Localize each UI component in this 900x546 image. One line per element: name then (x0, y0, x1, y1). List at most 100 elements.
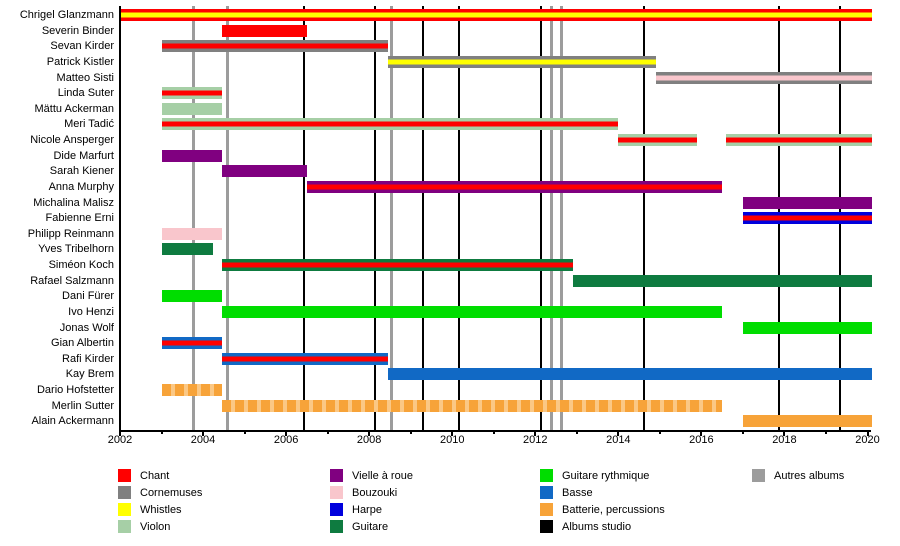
member-label: Chrigel Glanzmann (19, 9, 114, 21)
member-label: Siméon Koch (48, 259, 114, 272)
legend-label: Vielle à roue (352, 470, 413, 482)
axis-tick-label: 2002 (107, 434, 133, 446)
member-label: Dani Fürer (62, 290, 114, 303)
member-label: Dario Hofstetter (36, 384, 114, 397)
axis-tick (700, 432, 703, 436)
axis-tick (243, 432, 246, 434)
other-album-line (550, 6, 554, 430)
axis-tick (658, 432, 661, 434)
legend-label: Basse (562, 487, 593, 499)
violon-swatch-icon (118, 520, 131, 533)
legend-label: Guitare rythmique (562, 470, 650, 482)
axis-tick-label: 2006 (273, 434, 299, 446)
axis-tick (866, 432, 869, 436)
member-label: Kay Brem (65, 368, 114, 381)
member-label: Matteo Sisti (56, 71, 114, 84)
axis-tick (202, 432, 205, 436)
member-label: Anna Murphy (48, 180, 114, 193)
member-tenure-bar (161, 102, 222, 115)
member-tenure-bar (387, 55, 656, 68)
member-label: Fabienne Erni (45, 212, 115, 225)
basse-swatch-icon (540, 486, 553, 499)
member-tenure-bar (655, 71, 872, 84)
member-tenure-bar (221, 165, 307, 178)
albums-studio-swatch-icon (540, 520, 553, 533)
member-tenure-bar (161, 384, 222, 397)
axis-tick (160, 432, 163, 434)
member-label: Patrick Kistler (46, 55, 114, 68)
autres-albums-swatch-icon (752, 469, 765, 482)
member-tenure-bar (161, 118, 619, 131)
member-label: Linda Suter (57, 87, 114, 100)
batterie-swatch-icon (540, 503, 553, 516)
legend-label: Cornemuses (140, 487, 203, 499)
member-label: Dide Marfurt (53, 149, 114, 162)
member-tenure-bar (742, 321, 872, 334)
legend-label: Albums studio (562, 521, 632, 533)
axis-tick (575, 432, 578, 434)
legend-label: Violon (140, 521, 171, 533)
whistles-swatch-icon (118, 503, 131, 516)
axis-tick-label: 2010 (439, 434, 465, 446)
member-label: Rafi Kirder (62, 352, 114, 365)
legend-label: Chant (140, 470, 170, 482)
member-tenure-bar (161, 149, 222, 162)
member-label: Ivo Henzi (68, 305, 114, 318)
legend-label: Bouzouki (352, 487, 398, 499)
member-tenure-bar (572, 274, 872, 287)
axis-tick-label: 2020 (855, 434, 880, 446)
guitare-swatch-icon (330, 520, 343, 533)
studio-album-line (302, 6, 305, 430)
member-tenure-bar (618, 134, 698, 147)
studio-album-line (539, 6, 542, 430)
harpe-swatch-icon (330, 503, 343, 516)
member-label: Sarah Kiener (49, 165, 114, 178)
member-tenure-bar (742, 196, 872, 209)
member-tenure-bar (306, 180, 723, 193)
member-label: Alain Ackermann (31, 415, 114, 428)
member-tenure-bar (742, 212, 872, 225)
axis-tick-label: 2008 (356, 434, 382, 446)
axis-tick-label: 2016 (689, 434, 714, 446)
member-tenure-bar (221, 352, 388, 365)
studio-album-line (422, 6, 425, 430)
guitare-rythmique-swatch-icon (540, 469, 553, 482)
member-label: Yves Tribelhorn (38, 243, 114, 256)
legend-label: Guitare (352, 521, 389, 533)
member-label: Gian Albertin (51, 337, 114, 350)
member-label: Mättu Ackerman (34, 102, 114, 115)
member-tenure-bar (387, 368, 872, 381)
legend-label: Batterie, percussions (562, 504, 665, 516)
member-tenure-bar (742, 415, 872, 428)
axis-tick (285, 432, 288, 436)
member-label: Nicole Ansperger (30, 134, 114, 147)
member-label: Severin Binder (41, 24, 114, 37)
member-tenure-bar (221, 399, 723, 412)
member-tenure-bar (221, 259, 573, 272)
member-tenure-bar (726, 134, 872, 147)
member-tenure-bar (221, 24, 307, 37)
other-album-line (559, 6, 563, 430)
member-tenure-bar (161, 290, 222, 303)
axis-tick (451, 432, 454, 436)
studio-album-line (458, 6, 461, 430)
studio-album-line (643, 6, 646, 430)
member-label: Philipp Reinmann (27, 227, 114, 240)
other-album-line (226, 6, 230, 430)
member-tenure-bar (161, 40, 388, 53)
member-tenure-bar (120, 9, 872, 21)
axis-tick (824, 432, 827, 434)
axis-tick (741, 432, 744, 434)
legend-label: Whistles (140, 504, 182, 516)
axis-tick-label: 2018 (772, 434, 797, 446)
member-label: Michalina Malisz (33, 196, 114, 209)
member-label: Rafael Salzmann (30, 274, 114, 287)
bouzouki-swatch-icon (330, 486, 343, 499)
legend-label: Harpe (352, 504, 382, 516)
member-tenure-bar (221, 305, 723, 318)
member-label: Merlin Sutter (51, 399, 114, 412)
member-tenure-bar (161, 243, 214, 256)
member-tenure-bar (161, 337, 222, 350)
axis-tick-label: 2014 (606, 434, 631, 446)
